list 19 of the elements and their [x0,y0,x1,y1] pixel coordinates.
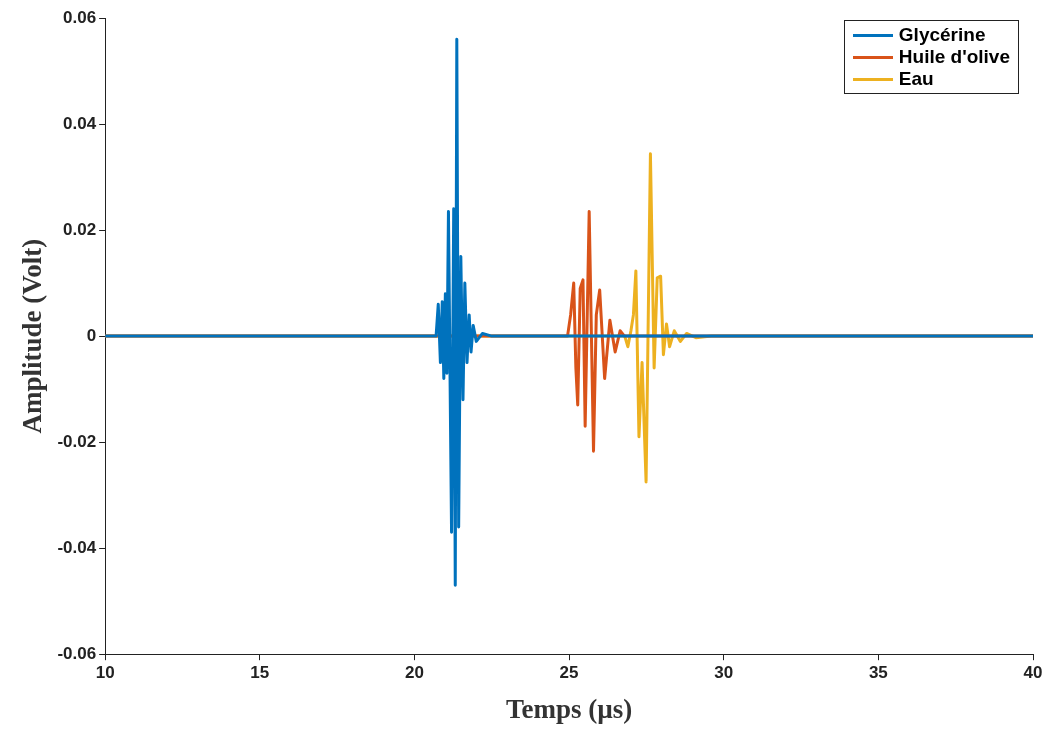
y-tick-label: -0.02 [57,431,97,451]
y-tick-label: 0.02 [63,219,97,239]
x-tick-label: 30 [714,663,734,683]
x-tick-label: 20 [404,663,424,683]
x-tick-label: 40 [1023,663,1043,683]
y-tick-label: -0.06 [57,643,97,663]
x-tick-label: 15 [250,663,270,683]
y-tick-label: 0.06 [63,7,97,27]
x-axis-title: Temps (µs) [505,693,633,724]
y-tick-label: 0.04 [63,113,97,133]
y-axis-title: Amplitude (Volt) [17,238,48,434]
x-tick-label: 25 [559,663,579,683]
legend-label: Huile d'olive [898,46,1010,68]
legend-label: Eau [898,68,934,90]
y-tick-label: -0.04 [57,537,97,557]
x-tick-label: 10 [95,663,115,683]
legend-label: Glycérine [898,24,986,46]
x-tick-label: 35 [868,663,888,683]
y-tick-label: 0 [86,325,97,345]
